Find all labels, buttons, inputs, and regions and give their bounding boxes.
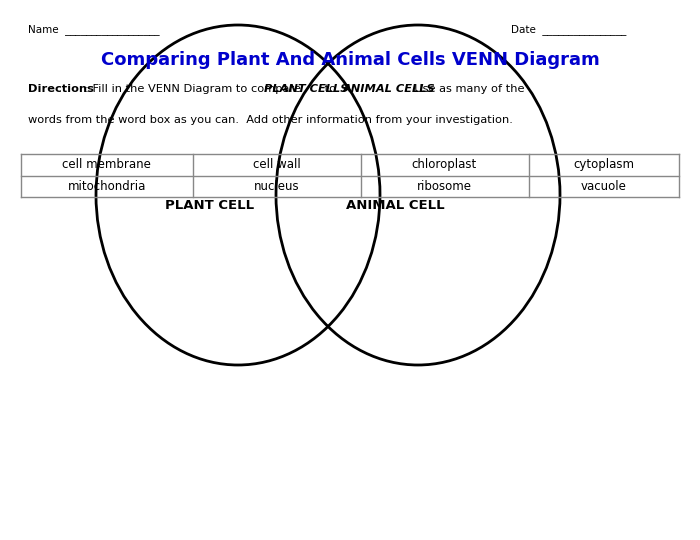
- Text: Date  ________________: Date ________________: [511, 24, 626, 35]
- Text: Comparing Plant And Animal Cells VENN Diagram: Comparing Plant And Animal Cells VENN Di…: [101, 51, 599, 69]
- Text: to: to: [321, 84, 340, 94]
- Text: Name  __________________: Name __________________: [28, 24, 160, 35]
- Text: words from the word box as you can.  Add other information from your investigati: words from the word box as you can. Add …: [28, 115, 513, 125]
- Text: cell wall: cell wall: [253, 158, 300, 171]
- Text: cytoplasm: cytoplasm: [573, 158, 634, 171]
- Text: ANIMAL CELL: ANIMAL CELL: [346, 199, 444, 212]
- Text: PLANT CELLS: PLANT CELLS: [264, 84, 349, 94]
- Text: vacuole: vacuole: [581, 180, 626, 193]
- Text: mitochondria: mitochondria: [68, 180, 146, 193]
- Text: PLANT CELL: PLANT CELL: [165, 199, 255, 212]
- Text: ribosome: ribosome: [417, 180, 472, 193]
- Text: Directions: Directions: [28, 84, 94, 94]
- Text: chloroplast: chloroplast: [412, 158, 477, 171]
- Text: nucleus: nucleus: [253, 180, 300, 193]
- Text: : Fill in the VENN Diagram to compare: : Fill in the VENN Diagram to compare: [85, 84, 305, 94]
- Text: cell membrane: cell membrane: [62, 158, 151, 171]
- Text: ANIMAL CELLS: ANIMAL CELLS: [342, 84, 435, 94]
- Text: . Use as many of the: . Use as many of the: [407, 84, 525, 94]
